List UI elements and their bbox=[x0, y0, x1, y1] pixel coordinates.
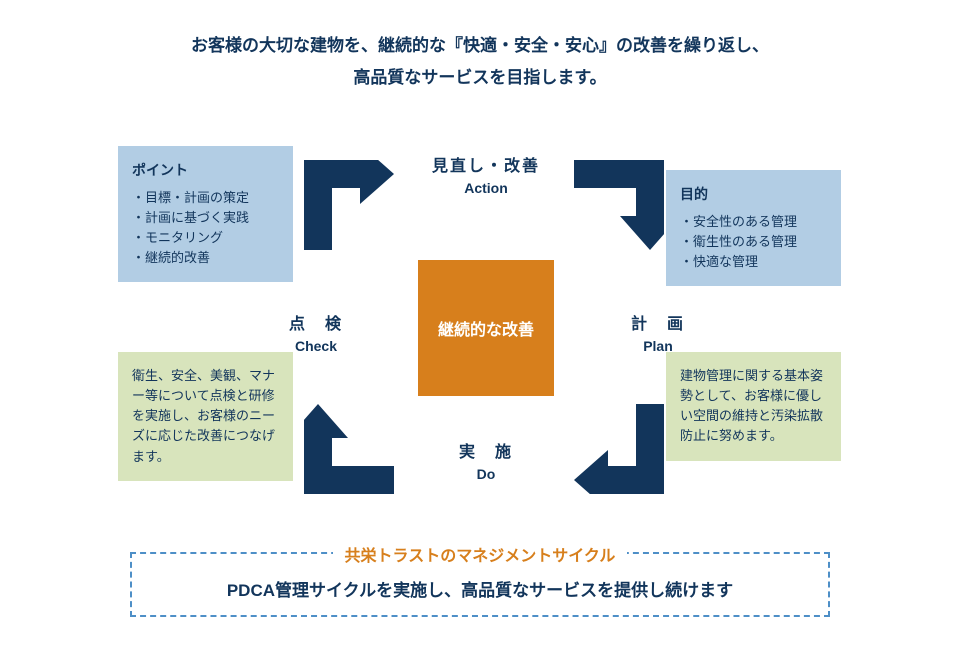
arrow-check-to-action bbox=[304, 160, 394, 250]
pdca-diagram: ポイント 目標・計画の策定 計画に基づく実践 モニタリング 継続的改善 目的 安… bbox=[118, 120, 842, 550]
box-points-item: 目標・計画の策定 bbox=[132, 188, 279, 208]
box-points-list: 目標・計画の策定 計画に基づく実践 モニタリング 継続的改善 bbox=[132, 188, 279, 269]
phase-check: 点 検 Check bbox=[256, 310, 376, 354]
page-root: お客様の大切な建物を、継続的な『快適・安全・安心』の改善を繰り返し、 高品質なサ… bbox=[0, 0, 960, 651]
phase-do-en: Do bbox=[418, 466, 554, 482]
center-label: 継続的な改善 bbox=[438, 316, 534, 340]
box-purpose-title: 目的 bbox=[680, 184, 827, 206]
phase-plan-jp: 計 画 bbox=[598, 310, 718, 334]
phase-check-jp: 点 検 bbox=[256, 310, 376, 334]
center-square: 継続的な改善 bbox=[418, 260, 554, 396]
phase-do: 実 施 Do bbox=[418, 438, 554, 482]
box-points-item: 継続的改善 bbox=[132, 248, 279, 268]
box-points-item: モニタリング bbox=[132, 228, 279, 248]
phase-action: 見直し・改善 Action bbox=[418, 152, 554, 196]
box-check-text: 衛生、安全、美観、マナー等について点検と研修を実施し、お客様のニーズに応じた改善… bbox=[132, 368, 275, 464]
headline-line1: お客様の大切な建物を、継続的な『快適・安全・安心』の改善を繰り返し、 bbox=[191, 36, 769, 55]
phase-plan-en: Plan bbox=[598, 338, 718, 354]
box-points-title: ポイント bbox=[132, 160, 279, 182]
phase-do-jp: 実 施 bbox=[418, 438, 554, 462]
box-purpose-list: 安全性のある管理 衛生性のある管理 快適な管理 bbox=[680, 212, 827, 272]
arrow-action-to-plan bbox=[574, 160, 664, 250]
box-points: ポイント 目標・計画の策定 計画に基づく実践 モニタリング 継続的改善 bbox=[118, 146, 293, 282]
headline: お客様の大切な建物を、継続的な『快適・安全・安心』の改善を繰り返し、 高品質なサ… bbox=[0, 30, 960, 95]
headline-line2: 高品質なサービスを目指します。 bbox=[353, 68, 606, 87]
box-do-desc: 建物管理に関する基本姿勢として、お客様に優しい空間の維持と汚染拡散防止に努めます… bbox=[666, 352, 841, 461]
box-points-item: 計画に基づく実践 bbox=[132, 208, 279, 228]
phase-action-en: Action bbox=[418, 180, 554, 196]
arrow-plan-to-do bbox=[574, 404, 664, 494]
box-purpose-item: 快適な管理 bbox=[680, 252, 827, 272]
box-purpose-item: 安全性のある管理 bbox=[680, 212, 827, 232]
phase-check-en: Check bbox=[256, 338, 376, 354]
footer-title: 共栄トラストのマネジメントサイクル bbox=[333, 542, 628, 566]
arrow-do-to-check bbox=[304, 404, 394, 494]
phase-action-jp: 見直し・改善 bbox=[418, 152, 554, 176]
box-purpose: 目的 安全性のある管理 衛生性のある管理 快適な管理 bbox=[666, 170, 841, 286]
phase-plan: 計 画 Plan bbox=[598, 310, 718, 354]
box-purpose-item: 衛生性のある管理 bbox=[680, 232, 827, 252]
box-check-desc: 衛生、安全、美観、マナー等について点検と研修を実施し、お客様のニーズに応じた改善… bbox=[118, 352, 293, 481]
footer-text: PDCA管理サイクルを実施し、高品質なサービスを提供し続けます bbox=[142, 570, 818, 601]
box-do-text: 建物管理に関する基本姿勢として、お客様に優しい空間の維持と汚染拡散防止に努めます… bbox=[680, 368, 823, 443]
footer-box: 共栄トラストのマネジメントサイクル PDCA管理サイクルを実施し、高品質なサービ… bbox=[130, 552, 830, 617]
footer-title-wrap: 共栄トラストのマネジメントサイクル bbox=[132, 542, 828, 566]
